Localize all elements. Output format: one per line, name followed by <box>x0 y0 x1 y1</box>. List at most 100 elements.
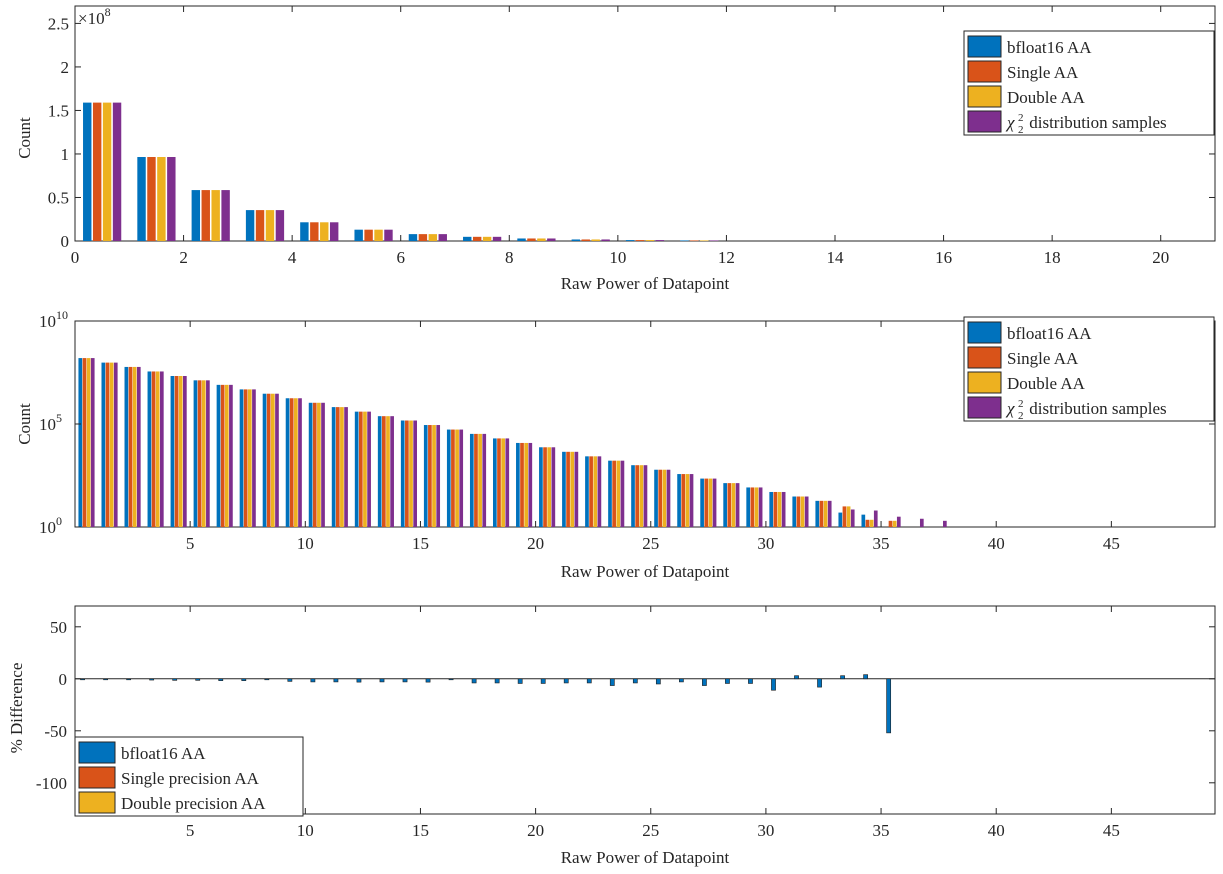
bar <box>777 491 782 527</box>
bar <box>285 398 290 527</box>
panel-linear-histogram: 0 2 4 6 8 10 12 14 16 18 20 0 0.5 1 1.5 2 2.5 Raw Power… <box>15 5 1216 293</box>
panel-difference-y-axis-label: % Difference <box>7 663 26 754</box>
bar <box>363 411 367 527</box>
x-tick-label: 15 <box>412 821 429 840</box>
bar <box>846 506 851 527</box>
x-tick-label: 30 <box>757 534 774 553</box>
legend-swatch <box>967 85 1002 108</box>
bar <box>517 238 526 241</box>
bar <box>446 429 451 527</box>
bar <box>451 429 455 527</box>
bar <box>551 447 556 527</box>
bar <box>769 491 774 527</box>
bar <box>543 447 547 527</box>
bar <box>132 366 137 527</box>
bar <box>861 514 866 527</box>
bar <box>679 678 684 683</box>
bar <box>863 674 868 680</box>
bar <box>287 678 293 682</box>
bar <box>781 491 786 527</box>
bar <box>448 678 454 681</box>
bar <box>516 442 520 527</box>
y-tick-label: 50 <box>50 618 67 637</box>
bar <box>408 234 418 241</box>
x-tick-label: 4 <box>288 248 297 267</box>
bar <box>172 678 178 681</box>
bar <box>666 469 671 527</box>
bar <box>472 236 482 241</box>
legend-entry-label: Single AA <box>1007 63 1079 82</box>
bar <box>247 389 252 527</box>
panel-linear-exponent-label: ×108 <box>78 5 111 28</box>
bar <box>725 678 730 684</box>
bar <box>631 465 635 527</box>
bar <box>459 429 464 527</box>
bar <box>823 500 828 527</box>
legend-entry-label: Single AA <box>1007 349 1079 368</box>
bar <box>308 402 313 527</box>
legend-box <box>963 316 1215 422</box>
bar <box>796 496 801 527</box>
legend-text: distribution samples <box>1025 113 1167 132</box>
bar <box>892 520 897 527</box>
bar <box>547 447 552 527</box>
bar <box>609 678 615 686</box>
bar <box>700 478 704 527</box>
panel-linear-y-axis-label: Count <box>15 117 34 159</box>
bar <box>474 433 478 527</box>
bar <box>817 678 822 688</box>
bar <box>482 433 487 527</box>
bar <box>321 402 325 527</box>
legend-swatch <box>967 35 1002 58</box>
bar <box>463 236 472 241</box>
bar <box>497 438 501 527</box>
bar <box>340 407 344 527</box>
bar <box>262 393 267 527</box>
bar <box>685 474 690 527</box>
bar <box>275 393 279 527</box>
bar <box>601 239 610 241</box>
legend-swatch <box>967 371 1002 394</box>
legend-entry-label: bfloat16 AA <box>1007 38 1092 57</box>
bar <box>329 222 339 241</box>
panel-linear-bars <box>83 102 719 242</box>
panel-difference-x-axis-label: Raw Power of Datapoint <box>561 848 730 867</box>
bar <box>794 675 799 680</box>
x-tick-label: 10 <box>297 821 314 840</box>
bar <box>727 483 732 527</box>
bar <box>597 456 602 527</box>
legend-entry-label: Single precision AA <box>121 769 260 788</box>
bar <box>850 509 855 527</box>
bar <box>255 210 265 241</box>
x-tick-label: 0 <box>71 248 80 267</box>
bar <box>390 416 394 527</box>
panel-difference-x-ticks: 5 10 15 20 25 30 35 40 45 <box>186 606 1120 840</box>
x-tick-label: 18 <box>1044 248 1061 267</box>
bar <box>157 157 166 241</box>
x-tick-label: 45 <box>1103 821 1120 840</box>
bar <box>589 456 593 527</box>
bar <box>700 240 709 242</box>
bar <box>320 222 329 241</box>
bar <box>82 358 87 527</box>
bar <box>149 678 155 681</box>
bar <box>792 496 797 527</box>
bar <box>873 510 878 527</box>
bar <box>310 678 316 683</box>
exponent-base: ×10 <box>78 9 105 28</box>
bar <box>566 451 570 527</box>
legend-swatch <box>78 766 116 789</box>
bar <box>746 487 751 527</box>
bar <box>317 402 321 527</box>
panel-linear-x-axis-label: Raw Power of Datapoint <box>561 274 730 293</box>
bar <box>758 487 763 527</box>
x-tick-label: 14 <box>827 248 845 267</box>
bar <box>377 416 382 527</box>
panel-difference-legend: bfloat16 AA Single precision AA Double pre… <box>74 736 304 817</box>
y-tick-label: -100 <box>36 774 67 793</box>
legend-swatch <box>967 60 1002 83</box>
bar <box>252 389 256 527</box>
